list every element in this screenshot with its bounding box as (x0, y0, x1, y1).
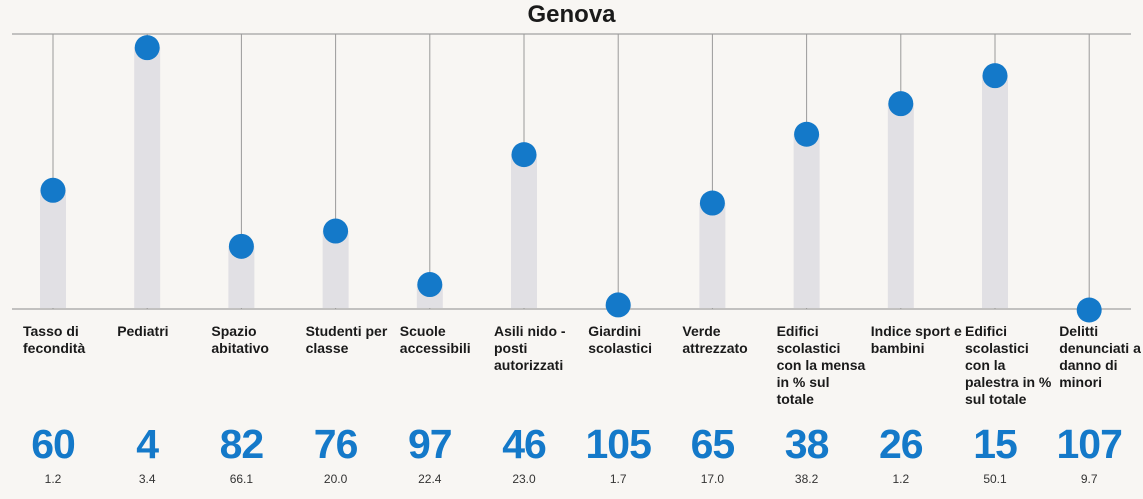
category-label: Verde attrezzato (682, 323, 748, 356)
lollipop-dot (228, 233, 254, 259)
rank-label: 46 (502, 421, 547, 467)
category-label: Edifici scolastici con la palestra in % … (965, 323, 1052, 407)
lollipop-dot (1076, 297, 1102, 323)
lollipop-bar (699, 203, 726, 308)
value-label: 20.0 (323, 472, 348, 486)
lollipop-bar (511, 154, 537, 308)
rank-label: 76 (313, 421, 359, 467)
rank-label: 107 (1056, 421, 1122, 467)
value-label: 50.1 (983, 472, 1007, 486)
category-label: Spazio abitativo (211, 323, 269, 356)
category-label: Delitti denunciati a danno di minori (1059, 323, 1141, 390)
category-label: Giardini scolastici (588, 323, 653, 356)
chart-title: Genova (527, 1, 616, 28)
value-label: 9.7 (1080, 472, 1098, 486)
rank-label: 82 (219, 421, 265, 467)
category-label: Asili nido - posti autorizzati (494, 323, 566, 373)
value-label: 23.0 (512, 472, 536, 486)
value-label: 66.1 (229, 472, 254, 486)
rank-label: 60 (31, 421, 76, 467)
value-label: 1.2 (44, 472, 62, 486)
rank-label: 15 (973, 421, 1018, 467)
value-label: 22.4 (418, 472, 442, 486)
rank-label: 38 (784, 421, 830, 467)
lollipop-bar (134, 47, 161, 308)
lollipop-dot (982, 63, 1008, 89)
category-label: Scuole accessibili (399, 323, 471, 356)
lollipop-dot (699, 190, 725, 216)
rank-label: 65 (690, 421, 736, 467)
lollipop-dot (134, 35, 160, 61)
rank-label: 4 (136, 421, 159, 467)
value-label: 17.0 (700, 472, 725, 486)
lollipop-bar (322, 231, 349, 308)
category-label: Pediatri (117, 323, 169, 339)
value-label: 38.2 (794, 472, 819, 486)
category-label: Studenti per classe (305, 323, 388, 356)
rank-label: 97 (407, 421, 453, 467)
value-label: 1.7 (609, 472, 627, 486)
lollipop-dot (40, 177, 66, 203)
rank-label: 26 (878, 421, 924, 467)
rank-label: 105 (585, 421, 651, 467)
lollipop-dot (511, 142, 537, 168)
lollipop-bar (887, 103, 914, 308)
lollipop-bar (982, 75, 1008, 309)
lollipop-dot (605, 292, 631, 318)
category-label: Edifici scolastici con la mensa in % sul… (776, 323, 866, 407)
value-label: 1.2 (892, 472, 910, 486)
lollipop-dot (417, 272, 443, 298)
category-label: Tasso di fecondità (23, 323, 86, 356)
value-label: 3.4 (138, 472, 156, 486)
lollipop-bar (793, 134, 820, 308)
lollipop-dot (888, 91, 914, 117)
category-label: Indice sport e bambini (870, 323, 962, 356)
lollipop-bar (40, 190, 66, 308)
lollipop-dot (323, 218, 349, 244)
lollipop-dot (794, 121, 820, 147)
